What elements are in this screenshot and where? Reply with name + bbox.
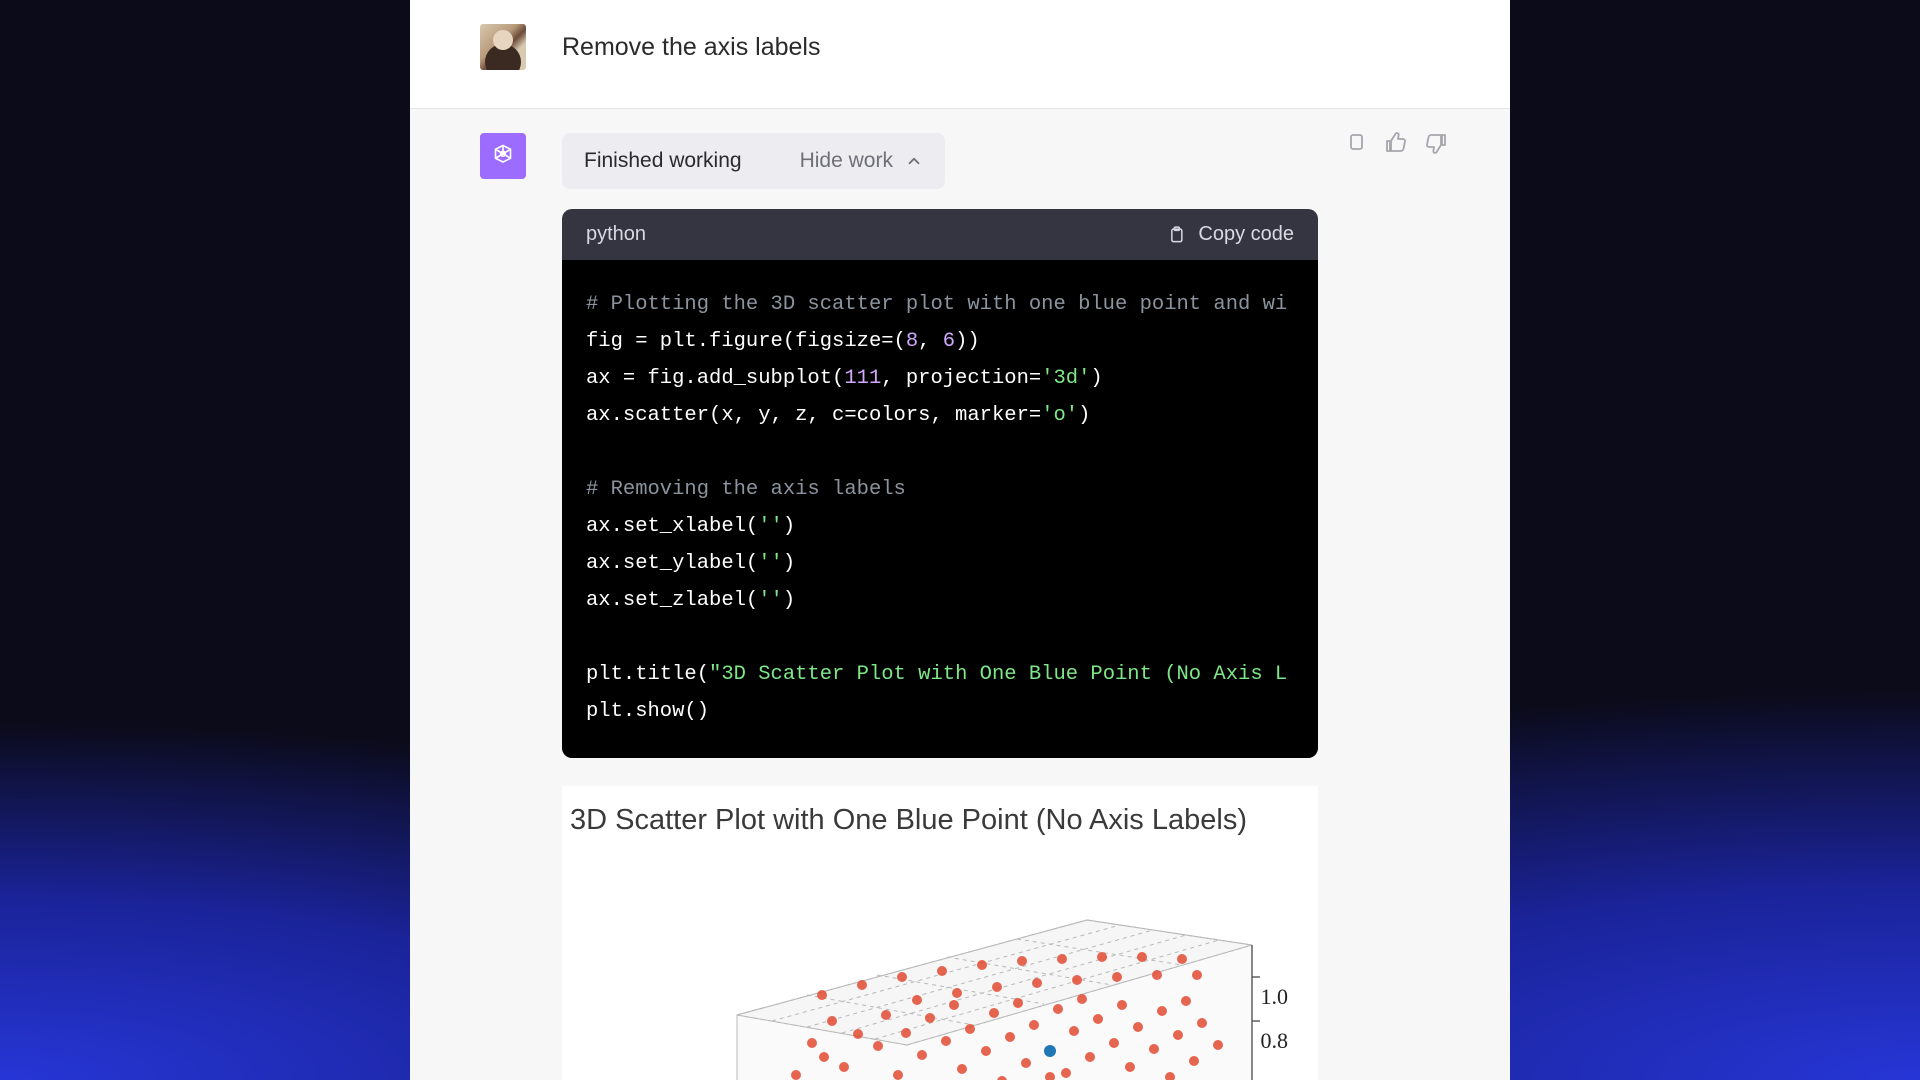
openai-logo-icon <box>488 141 518 171</box>
plot-output: 3D Scatter Plot with One Blue Point (No … <box>562 786 1318 1080</box>
plot-title: 3D Scatter Plot with One Blue Point (No … <box>562 786 1318 845</box>
user-message-row: Remove the axis labels <box>410 0 1510 109</box>
code-header: python Copy code <box>562 209 1318 260</box>
code-language-label: python <box>586 223 646 246</box>
user-avatar <box>480 24 526 70</box>
clipboard-icon <box>1166 225 1186 245</box>
user-message-text: Remove the axis labels <box>562 33 820 62</box>
assistant-avatar <box>480 133 526 179</box>
hide-work-button[interactable]: Hide work <box>800 149 923 173</box>
work-status-pill: Finished working Hide work <box>562 133 945 189</box>
chevron-up-icon <box>905 152 923 170</box>
code-content: # Plotting the 3D scatter plot with one … <box>562 260 1318 758</box>
copy-response-icon[interactable] <box>1344 131 1368 155</box>
code-block: python Copy code # Plotting the 3D scatt… <box>562 209 1318 758</box>
chat-column: Remove the axis labels Finished working … <box>410 0 1510 1080</box>
copy-code-label: Copy code <box>1198 223 1294 246</box>
z-axis-ticks: 1.00.8 <box>1261 975 1289 1063</box>
hide-work-label: Hide work <box>800 149 893 173</box>
plot-canvas: 1.00.8 <box>562 845 1318 1080</box>
assistant-body: Finished working Hide work python Copy c… <box>562 133 1440 1080</box>
assistant-message-row: Finished working Hide work python Copy c… <box>410 109 1510 1080</box>
thumbs-up-icon[interactable] <box>1384 131 1408 155</box>
feedback-icon-group <box>1344 131 1448 155</box>
plot-svg <box>562 845 1318 1080</box>
status-finished-label: Finished working <box>584 149 742 173</box>
copy-code-button[interactable]: Copy code <box>1166 223 1294 246</box>
thumbs-down-icon[interactable] <box>1424 131 1448 155</box>
